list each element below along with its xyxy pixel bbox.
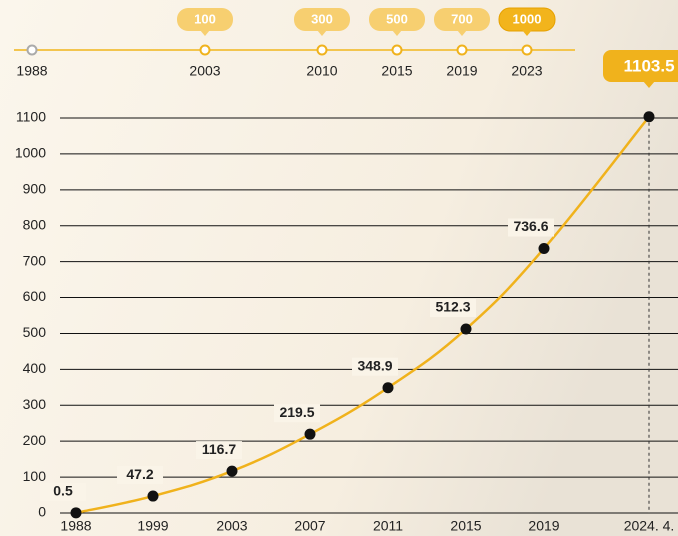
badge-label: 500	[386, 11, 408, 26]
timeline-year: 2019	[446, 63, 477, 79]
y-tick-label: 1000	[15, 145, 46, 161]
x-tick-label: 2019	[528, 518, 559, 534]
timeline-year: 2010	[306, 63, 337, 79]
value-label: 116.7	[202, 441, 236, 457]
point	[644, 111, 655, 122]
y-tick-label: 700	[23, 252, 47, 268]
badge-label: 100	[194, 11, 216, 26]
badge-label: 300	[311, 11, 333, 26]
value-label: 348.9	[357, 357, 392, 373]
y-tick-label: 0	[38, 504, 46, 520]
value-label: 512.3	[435, 299, 470, 315]
timeline-dot	[318, 46, 327, 55]
badge-label: 1000	[513, 11, 542, 26]
timeline-year: 1988	[16, 63, 47, 79]
timeline-year: 2003	[189, 63, 220, 79]
x-tick-label: 2015	[450, 518, 481, 534]
value-label: 736.6	[513, 218, 548, 234]
value-label: 0.5	[53, 483, 73, 499]
x-tick-label: 1999	[137, 518, 168, 534]
timeline-dot	[28, 46, 37, 55]
page: 1988200310020103002015500201970020231000…	[0, 0, 678, 536]
point	[539, 243, 550, 254]
timeline-year: 2015	[381, 63, 412, 79]
chart: 1988200310020103002015500201970020231000…	[0, 0, 678, 536]
value-label: 1103.5	[623, 56, 674, 75]
y-tick-label: 200	[23, 432, 47, 448]
y-tick-label: 400	[23, 360, 47, 376]
y-tick-label: 300	[23, 396, 47, 412]
timeline-dot	[393, 46, 402, 55]
badge-label: 700	[451, 11, 473, 26]
x-tick-label: 2011	[373, 518, 403, 534]
y-tick-label: 900	[23, 181, 47, 197]
x-tick-label: 2003	[216, 518, 247, 534]
value-label: 219.5	[279, 404, 314, 420]
y-tick-label: 800	[23, 216, 47, 232]
point	[148, 491, 159, 502]
point	[71, 507, 82, 518]
x-tick-label: 2024. 4.	[624, 518, 675, 534]
y-tick-label: 600	[23, 288, 47, 304]
timeline-dot	[458, 46, 467, 55]
point	[461, 324, 472, 335]
timeline-dot	[201, 46, 210, 55]
x-tick-label: 1988	[60, 518, 91, 534]
y-tick-label: 500	[23, 324, 47, 340]
point	[305, 429, 316, 440]
x-tick-label: 2007	[294, 518, 325, 534]
timeline-year: 2023	[511, 63, 542, 79]
point	[383, 382, 394, 393]
timeline-dot	[523, 46, 532, 55]
y-tick-label: 100	[23, 468, 47, 484]
background	[0, 0, 678, 536]
point	[227, 466, 238, 477]
value-label: 47.2	[126, 466, 153, 482]
y-tick-label: 1100	[16, 109, 46, 125]
